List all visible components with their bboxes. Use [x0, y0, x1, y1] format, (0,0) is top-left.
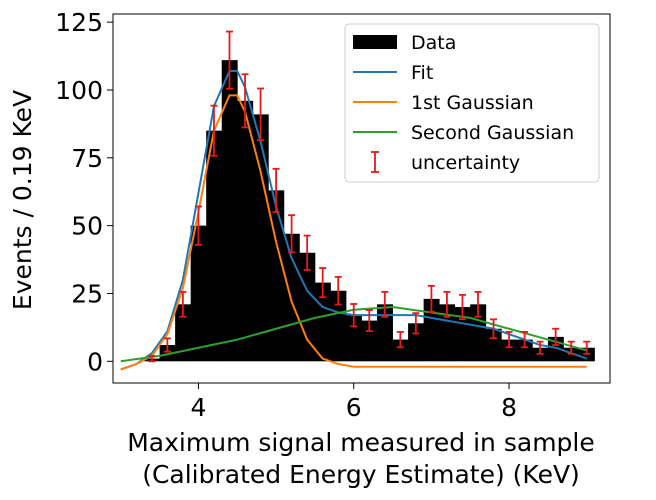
legend: Data Fit 1st Gaussian Second Gaussian uncert…: [344, 23, 600, 183]
histogram-bar-15: [377, 304, 393, 362]
x-axis-label-line1: Maximum signal measured in sample: [127, 428, 595, 457]
curve-1st-gaussian: [120, 94, 587, 371]
error-bar-7: [257, 87, 265, 142]
error-bar-2: [179, 290, 187, 318]
legend-label: Second Gaussian: [411, 122, 574, 144]
histogram-bar-4: [206, 130, 223, 362]
histogram-bar-19: [439, 304, 456, 362]
histogram-bar-13: [345, 315, 362, 362]
legend-label: uncertainty: [411, 152, 520, 174]
error-bar-17: [412, 312, 420, 335]
histogram-bar-12: [330, 290, 347, 362]
uncertainty-errorbars: [148, 30, 591, 363]
error-bar-21: [474, 290, 482, 318]
error-bar-26: [552, 327, 560, 346]
error-bar-10: [303, 234, 311, 271]
error-bar-5: [225, 30, 233, 90]
legend-item-fit: Fit: [353, 62, 433, 84]
legend-swatch: [353, 35, 397, 49]
error-bar-0: [148, 354, 156, 363]
error-bar-25: [536, 340, 544, 355]
y-axis-ticks: 0 25 50 75 100 125: [55, 8, 113, 376]
error-bar-15: [381, 290, 389, 318]
legend-label: Data: [411, 32, 456, 54]
y-tick-label: 0: [87, 347, 103, 376]
histogram-bar-2: [175, 304, 192, 362]
y-tick-label: 50: [71, 212, 103, 241]
histogram-bar-5: [221, 60, 238, 362]
error-bar-23: [505, 331, 513, 349]
legend-frame: [344, 23, 600, 183]
error-bar-8: [272, 167, 280, 213]
error-bar-4: [210, 104, 218, 157]
error-bar-20: [458, 293, 466, 321]
legend-item-second-gaussian: Second Gaussian: [353, 122, 574, 144]
error-bar-12: [334, 276, 342, 306]
y-tick-label: 125: [55, 8, 103, 37]
error-bar-11: [319, 267, 327, 299]
legend-label: 1st Gaussian: [411, 92, 534, 114]
histogram-bar-24: [516, 339, 533, 362]
error-bar-27: [567, 340, 575, 355]
x-tick-label: 8: [501, 393, 517, 422]
error-bar-22: [490, 318, 498, 340]
x-axis-label-line2: (Calibrated Energy Estimate) (KeV): [142, 460, 580, 489]
error-bar-24: [521, 331, 529, 349]
legend-swatch: [371, 151, 379, 173]
x-axis-ticks: 4 6 8: [190, 383, 517, 422]
histogram-bar-7: [252, 114, 269, 362]
histogram-bar-16: [392, 339, 409, 362]
y-tick-label: 75: [71, 144, 103, 173]
histogram-bar-22: [485, 328, 502, 362]
error-bar-3: [194, 205, 202, 246]
y-axis-label: Events / 0.19 KeV: [8, 90, 37, 310]
histogram-bar-1: [159, 345, 176, 362]
legend-item-1st-gaussian: 1st Gaussian: [353, 92, 534, 114]
histogram-bar-23: [501, 339, 518, 362]
x-tick-label: 6: [346, 393, 362, 422]
y-tick-label: 100: [55, 76, 103, 105]
curve-fit: [120, 69, 588, 371]
plot-frame: [112, 13, 611, 384]
error-bar-1: [163, 337, 171, 353]
error-bar-9: [288, 214, 296, 254]
histogram-bar-17: [408, 323, 425, 362]
x-tick-label: 4: [190, 393, 206, 422]
histogram-bar-10: [299, 252, 316, 362]
error-bar-13: [350, 303, 358, 328]
histogram-bar-20: [454, 307, 471, 362]
legend-item-data: Data: [353, 32, 456, 54]
error-bar-14: [365, 309, 373, 333]
error-bar-16: [396, 331, 404, 349]
error-bar-6: [241, 73, 249, 129]
legend-label: Fit: [411, 62, 433, 84]
y-tick-label: 25: [71, 279, 103, 308]
legend-item-uncertainty: uncertainty: [371, 151, 520, 174]
error-bar-19: [443, 290, 451, 318]
histogram-bar-8: [268, 190, 285, 362]
histogram-bar-6: [237, 100, 254, 362]
error-bar-28: [583, 340, 591, 355]
histogram-bar-18: [423, 298, 440, 362]
histogram-bar-3: [190, 225, 207, 362]
histogram-bar-14: [361, 320, 378, 362]
error-bar-18: [427, 284, 435, 313]
